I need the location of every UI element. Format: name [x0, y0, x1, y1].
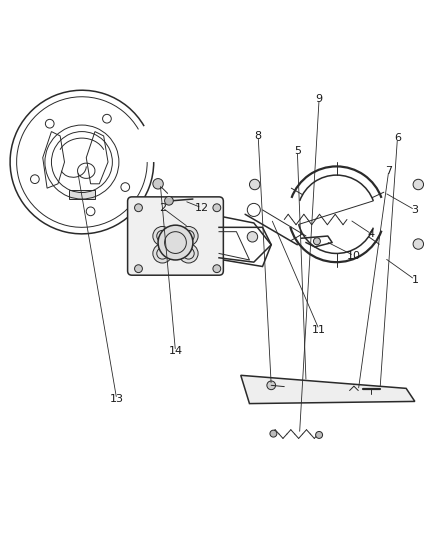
- Circle shape: [153, 179, 163, 189]
- Circle shape: [179, 244, 198, 263]
- Circle shape: [316, 431, 322, 439]
- FancyBboxPatch shape: [127, 197, 223, 275]
- Circle shape: [267, 381, 276, 390]
- Text: 6: 6: [394, 133, 401, 143]
- Circle shape: [213, 265, 221, 272]
- Circle shape: [134, 204, 142, 212]
- Text: 10: 10: [347, 251, 361, 261]
- Circle shape: [153, 244, 172, 263]
- Circle shape: [413, 179, 424, 190]
- Circle shape: [165, 197, 173, 205]
- Circle shape: [250, 179, 260, 190]
- Circle shape: [158, 225, 193, 260]
- Text: 8: 8: [254, 131, 262, 141]
- Text: 9: 9: [315, 94, 323, 104]
- Text: 14: 14: [169, 346, 183, 357]
- Text: 2: 2: [159, 203, 166, 213]
- Polygon shape: [69, 190, 95, 199]
- Circle shape: [270, 430, 277, 437]
- Text: 4: 4: [368, 229, 375, 239]
- Text: 7: 7: [385, 166, 392, 176]
- Circle shape: [247, 231, 258, 242]
- Text: 12: 12: [194, 203, 208, 213]
- Circle shape: [179, 227, 198, 246]
- Circle shape: [213, 204, 221, 212]
- Text: 5: 5: [294, 146, 301, 156]
- Text: 11: 11: [312, 325, 326, 335]
- Text: 1: 1: [411, 274, 418, 285]
- Circle shape: [153, 227, 172, 246]
- Circle shape: [134, 265, 142, 272]
- Polygon shape: [241, 375, 415, 403]
- Text: 13: 13: [110, 394, 124, 404]
- Text: 3: 3: [411, 205, 418, 215]
- Circle shape: [413, 239, 424, 249]
- Circle shape: [314, 238, 321, 245]
